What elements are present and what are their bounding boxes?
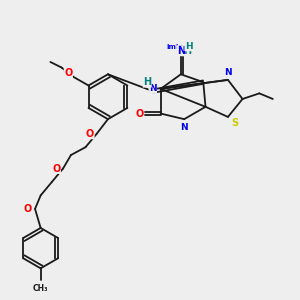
Text: imine: imine <box>167 44 188 50</box>
Text: H: H <box>184 46 192 56</box>
Text: N: N <box>224 68 232 76</box>
Text: N: N <box>177 46 185 56</box>
Text: N: N <box>149 84 157 93</box>
Text: H: H <box>143 77 151 87</box>
Text: O: O <box>86 129 94 139</box>
Text: O: O <box>52 164 61 173</box>
Text: S: S <box>231 118 238 128</box>
Text: O: O <box>23 204 31 214</box>
Text: O: O <box>135 109 143 118</box>
Text: N: N <box>180 122 188 131</box>
Text: O: O <box>64 68 73 78</box>
Text: H: H <box>185 42 193 51</box>
Text: CH₃: CH₃ <box>33 284 48 293</box>
